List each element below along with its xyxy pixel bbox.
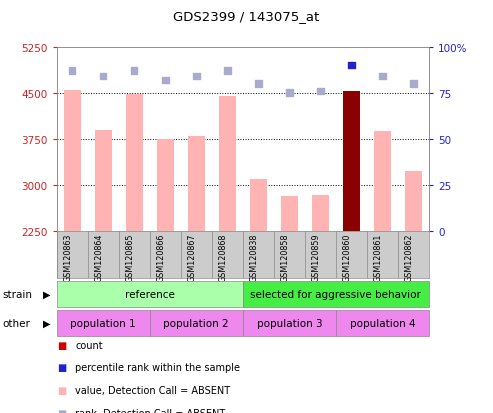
Text: other: other (2, 318, 31, 328)
Bar (157, 140, 174, 231)
Text: selected for aggressive behavior: selected for aggressive behavior (250, 289, 422, 299)
Text: GSM120858: GSM120858 (281, 233, 289, 281)
Bar (343, 92, 360, 231)
Point (317, 88, 324, 95)
Text: GDS2399 / 143075_at: GDS2399 / 143075_at (174, 10, 319, 23)
Bar (243, 310, 336, 337)
Bar (57, 281, 243, 308)
Point (68, 68, 76, 75)
Text: GSM120838: GSM120838 (249, 233, 258, 281)
Text: ■: ■ (57, 385, 66, 395)
Point (379, 74, 387, 80)
Text: GSM120862: GSM120862 (404, 233, 414, 281)
Bar (336, 310, 429, 337)
Text: GSM120867: GSM120867 (187, 233, 196, 281)
Text: reference: reference (125, 289, 175, 299)
Text: population 3: population 3 (256, 318, 322, 328)
Text: GSM120860: GSM120860 (342, 233, 352, 281)
Text: percentile rank within the sample: percentile rank within the sample (75, 363, 241, 373)
Text: ▶: ▶ (43, 318, 51, 328)
Text: GSM120859: GSM120859 (312, 233, 320, 281)
Text: population 4: population 4 (350, 318, 415, 328)
Bar (219, 97, 236, 231)
Text: GSM120861: GSM120861 (373, 233, 383, 281)
Text: count: count (75, 340, 103, 350)
Text: GSM120868: GSM120868 (218, 233, 227, 281)
Point (410, 81, 418, 88)
Bar (188, 137, 205, 231)
Point (99, 74, 107, 80)
Text: population 1: population 1 (70, 318, 136, 328)
Point (223, 68, 231, 75)
Text: ■: ■ (57, 340, 66, 350)
Text: ■: ■ (57, 363, 66, 373)
Point (348, 63, 355, 69)
Text: GSM120864: GSM120864 (94, 233, 103, 281)
Text: GSM120863: GSM120863 (63, 233, 72, 281)
Point (192, 74, 200, 80)
Text: rank, Detection Call = ABSENT: rank, Detection Call = ABSENT (75, 408, 226, 413)
Bar (64, 91, 81, 231)
Point (254, 81, 262, 88)
Text: ■: ■ (57, 408, 66, 413)
Bar (281, 196, 298, 231)
Bar (95, 130, 112, 231)
Bar (57, 310, 150, 337)
Text: GSM120866: GSM120866 (156, 233, 165, 281)
Text: population 2: population 2 (164, 318, 229, 328)
Text: strain: strain (2, 289, 33, 299)
Text: ▶: ▶ (43, 289, 51, 299)
Bar (312, 195, 329, 231)
Bar (405, 171, 422, 231)
Point (161, 77, 169, 84)
Bar (374, 132, 391, 231)
Text: value, Detection Call = ABSENT: value, Detection Call = ABSENT (75, 385, 231, 395)
Bar (243, 281, 429, 308)
Point (130, 68, 138, 75)
Point (285, 90, 293, 97)
Text: GSM120865: GSM120865 (125, 233, 134, 281)
Bar (150, 310, 243, 337)
Bar (250, 180, 267, 231)
Bar (126, 95, 143, 231)
